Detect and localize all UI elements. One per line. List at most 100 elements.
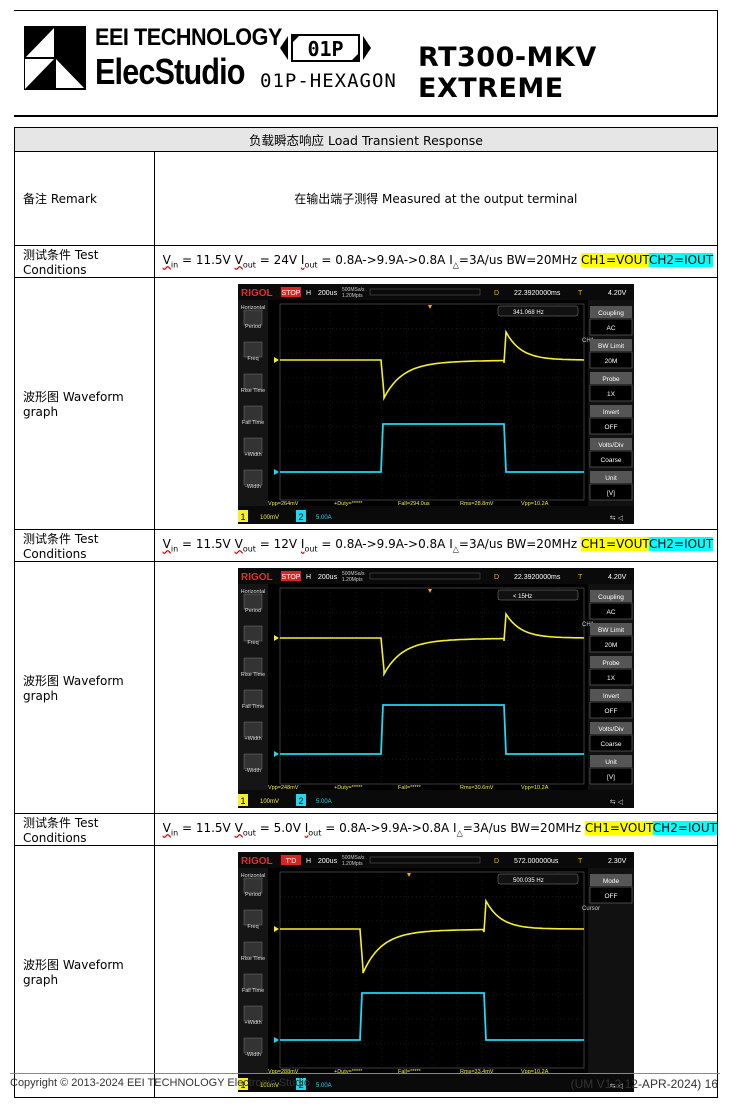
measurement-readout: Vpp=264mV — [268, 501, 299, 507]
measurement-readout: Fall=294.0us — [398, 501, 430, 507]
menu-value: 20M — [604, 642, 617, 649]
menu-value: 1X — [607, 391, 616, 398]
measure-icon — [243, 373, 263, 389]
measure-icon — [243, 721, 263, 737]
ch2-badge-label: 2 — [298, 512, 303, 522]
menu-header-label: Probe — [602, 376, 620, 383]
oscilloscope-screenshot: RIGOL T'D H 200us 500MSa/s1.20Mpts D 572.00000… — [237, 851, 634, 1092]
frequency-readout: < 15Hz — [513, 594, 532, 600]
ch2-legend: CH2=IOUT — [648, 253, 714, 268]
run-state-badge — [280, 286, 301, 297]
ch2-legend: CH2=IOUT — [652, 821, 717, 836]
left-menu-item: Period — [245, 324, 261, 330]
menu-value-box — [589, 384, 633, 401]
measure-icon — [243, 593, 263, 609]
rigol-logo: RIGOL — [241, 856, 273, 867]
ch2-waveform — [279, 703, 584, 755]
measure-icon — [243, 1005, 263, 1021]
measure-icon — [243, 437, 263, 453]
waveform-label: 波形图 Waveform graph — [14, 845, 155, 1098]
left-menu-item: -Width — [245, 768, 261, 774]
ch1-marker — [273, 634, 279, 641]
measure-icon — [243, 753, 263, 769]
test-condition-row: 测试条件 Test Conditions Vin = 11.5V Vout = … — [14, 245, 719, 278]
measure-icon — [243, 973, 263, 989]
menu-value: 1X — [607, 675, 616, 682]
menu-value: OFF — [604, 424, 617, 431]
left-menu-item: Horizontal — [240, 589, 265, 595]
measure-icon — [243, 341, 263, 357]
load-transient-table: 负载瞬态响应 Load Transient Response 备注 Remark… — [14, 127, 719, 1098]
left-menu-item: Period — [245, 892, 261, 898]
timebase-tag: H — [306, 290, 311, 297]
left-menu-item: Freq — [247, 640, 258, 646]
ch1-scale: 100mV — [260, 515, 279, 521]
left-menu-item: +Width — [244, 1020, 261, 1026]
left-menu-item: Fall Time — [242, 704, 264, 710]
ch1-waveform — [279, 897, 584, 973]
left-menu-item: Fall Time — [242, 988, 264, 994]
measurement-readout: Vpp=248mV — [268, 785, 299, 791]
menu-header — [589, 404, 632, 417]
eei-logo-icon — [24, 26, 86, 90]
measure-icon — [243, 405, 263, 421]
left-menu-item: Rise Time — [241, 388, 265, 394]
usb-sound-icon: ⇆ ◁ — [610, 1083, 624, 1090]
ch1-scale: 100mV — [260, 1083, 279, 1089]
left-menu-item: Freq — [247, 356, 258, 362]
measure-icon — [243, 625, 263, 641]
rigol-logo: RIGOL — [241, 288, 273, 299]
menu-header-label: Unit — [605, 475, 617, 482]
menu-value-box — [589, 701, 633, 718]
menu-value-box — [589, 668, 633, 685]
version-page: (UM V1.2 12-APR-2024) 16 — [570, 1077, 718, 1091]
sample-rate: 500MSa/s — [342, 571, 365, 577]
measurement-readout: Vpp=10.2A — [521, 1069, 549, 1075]
test-condition-value: Vin = 11.5V Vout = 5.0V Iout = 0.8A->9.9… — [153, 813, 719, 846]
waveform-label: 波形图 Waveform graph — [14, 561, 155, 814]
delay-tag: D — [494, 290, 499, 297]
measure-icon — [243, 689, 263, 705]
rigol-logo: RIGOL — [241, 572, 273, 583]
page-header — [14, 10, 718, 116]
timebase: 200us — [318, 574, 338, 581]
run-state-badge — [280, 854, 301, 865]
menu-value-box — [589, 351, 633, 368]
memory-bar — [369, 856, 481, 863]
left-menu-item: Rise Time — [241, 956, 265, 962]
measurement-readout: +Duty=***** — [334, 1069, 363, 1075]
ch1-badge — [237, 509, 248, 522]
timebase: 200us — [318, 858, 338, 865]
menu-header-label: Invert — [603, 409, 619, 416]
ch2-legend: CH2=IOUT — [648, 537, 714, 552]
footer-rule — [10, 1073, 720, 1074]
ch1-marker — [273, 925, 279, 932]
frequency-box — [497, 305, 579, 316]
menu-header — [589, 688, 632, 701]
remark-value: 在输出端子测得 Measured at the output terminal — [153, 151, 719, 246]
hexagon-logo: 01P — [280, 34, 371, 62]
menu-header — [589, 655, 632, 668]
measurement-readout: +Duty=***** — [334, 501, 363, 507]
memory-bar — [369, 572, 481, 579]
menu-header — [589, 371, 632, 384]
delay: 22.3920000ms — [514, 574, 561, 581]
timebase-tag: H — [306, 574, 311, 581]
measurement-readout: Rms=30.6mV — [460, 785, 494, 791]
menu-value: [V] — [607, 774, 615, 781]
ch1-badge-label: 1 — [240, 796, 245, 806]
menu-header — [589, 470, 632, 483]
brand-line-2: ElecStudio — [95, 51, 245, 92]
test-condition-label: 测试条件 Test Conditions — [14, 245, 155, 278]
menu-value: Coarse — [600, 457, 621, 464]
menu-header-label: Volts/Div — [598, 442, 624, 449]
left-menu-item: Fall Time — [242, 420, 264, 426]
measure-icon — [243, 309, 263, 325]
ch1-marker — [273, 356, 279, 363]
menu-header-label: Volts/Div — [598, 726, 624, 733]
left-menu-item: -Width — [245, 484, 261, 490]
menu-title: CH1 — [582, 338, 595, 344]
ch2-badge-label: 2 — [298, 796, 303, 806]
trigger-tag: T — [578, 858, 583, 865]
test-condition-label: 测试条件 Test Conditions — [14, 813, 155, 846]
